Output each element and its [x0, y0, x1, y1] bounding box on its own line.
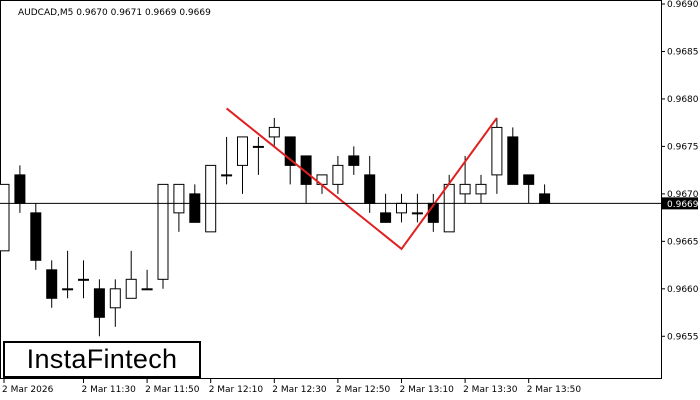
x-tick-label: 2 Mar 13:30 [463, 385, 518, 395]
candle-body-bear [189, 193, 201, 223]
x-tick-label: 2 Mar 13:10 [400, 385, 455, 395]
candle-body-bull [109, 288, 121, 309]
candle [205, 164, 217, 233]
y-tick-label: 0.9660 [667, 285, 699, 295]
candle-body-bull [411, 212, 423, 215]
chart-title: AUDCAD,M5 0.9670 0.9671 0.9669 0.9669 [18, 8, 211, 18]
candles-layer [0, 117, 551, 337]
candle-body-bear [539, 193, 551, 204]
candle [46, 260, 58, 308]
candle [78, 260, 89, 299]
current-price-tag [661, 197, 698, 210]
candle-body-bull [78, 278, 89, 281]
y-tick-label: 0.9675 [667, 142, 699, 152]
candle-body-bull [491, 126, 503, 176]
candle [380, 193, 392, 223]
candle [300, 155, 312, 204]
candle [268, 117, 280, 147]
candle-body-bear [14, 174, 26, 204]
y-tick-label: 0.9665 [667, 237, 699, 247]
time-axis: 2 Mar 2026 2 Mar 11:30 2 Mar 11:50 2 Mar 12… [2, 379, 581, 395]
candle-body-bull [62, 288, 74, 291]
candle-body-bull [157, 183, 169, 280]
current-price-label: 0.9669 [667, 200, 699, 210]
candle-body-bull [0, 183, 10, 252]
y-tick-label: 0.9655 [667, 332, 699, 342]
candle [507, 127, 519, 185]
candle-body-bear [300, 155, 312, 185]
x-tick-label: 2 Mar 13:50 [527, 385, 582, 395]
candle-body-bull [173, 183, 185, 214]
pattern-line [225, 107, 498, 251]
candle-body-bear [523, 174, 535, 185]
candle-body-bull [205, 164, 217, 233]
candle-body-bull [237, 136, 248, 166]
candle [125, 250, 137, 299]
double-top-pattern [225, 107, 498, 251]
y-tick-label: 0.9685 [667, 47, 699, 57]
candle-body-bull [252, 145, 264, 148]
candle [475, 174, 487, 204]
candle-body-bear [46, 269, 58, 299]
y-tick-label: 0.9680 [667, 95, 699, 105]
x-tick-label: 2 Mar 11:30 [82, 385, 137, 395]
x-tick-label: 2 Mar 11:50 [145, 385, 200, 395]
candle-body-bear [93, 288, 105, 318]
candle [0, 183, 10, 252]
y-tick-label: 0.9690 [667, 0, 699, 10]
candle-body-bear [30, 212, 42, 261]
candle-body-bull [475, 183, 487, 195]
candle-body-bear [380, 212, 392, 223]
price-axis: 0.9690 0.9685 0.9680 0.9675 0.9670 0.9665 0.96… [661, 0, 699, 342]
candle [252, 136, 264, 175]
candle [459, 155, 471, 204]
brand-logo-text: InstaFintech [26, 344, 178, 374]
candle [348, 146, 360, 175]
x-tick-label: 2 Mar 2026 [2, 385, 54, 395]
candle [109, 279, 121, 327]
x-tick-label: 2 Mar 12:30 [272, 385, 327, 395]
x-tick-label: 2 Mar 12:50 [336, 385, 391, 395]
candle [173, 183, 185, 232]
candle [523, 174, 535, 204]
candle-body-bull [396, 202, 407, 214]
candle-body-bull [443, 183, 455, 233]
candle [491, 117, 503, 194]
candle [30, 203, 42, 270]
candle [141, 269, 153, 291]
candle [62, 250, 74, 299]
y-tick-label: 0.9670 [667, 190, 699, 200]
candle [221, 136, 233, 185]
candle-body-bull [125, 278, 137, 299]
candle-body-bear [364, 174, 376, 204]
candle-body-bull [459, 183, 471, 195]
candle-body-bull [221, 174, 233, 177]
plot-area [0, 0, 662, 379]
candle [332, 155, 344, 194]
candle [157, 183, 169, 289]
candle [93, 279, 105, 337]
candle [411, 193, 423, 223]
candle-body-bull [268, 126, 280, 138]
candle-body-bear [507, 136, 519, 185]
candle-body-bull [141, 288, 153, 291]
candle-body-bear [284, 136, 296, 166]
brand-logo: InstaFintech [3, 341, 201, 378]
x-tick-label: 2 Mar 12:10 [209, 385, 264, 395]
candle [237, 136, 248, 194]
candle-body-bear [348, 155, 360, 166]
candle-body-bull [332, 164, 344, 185]
